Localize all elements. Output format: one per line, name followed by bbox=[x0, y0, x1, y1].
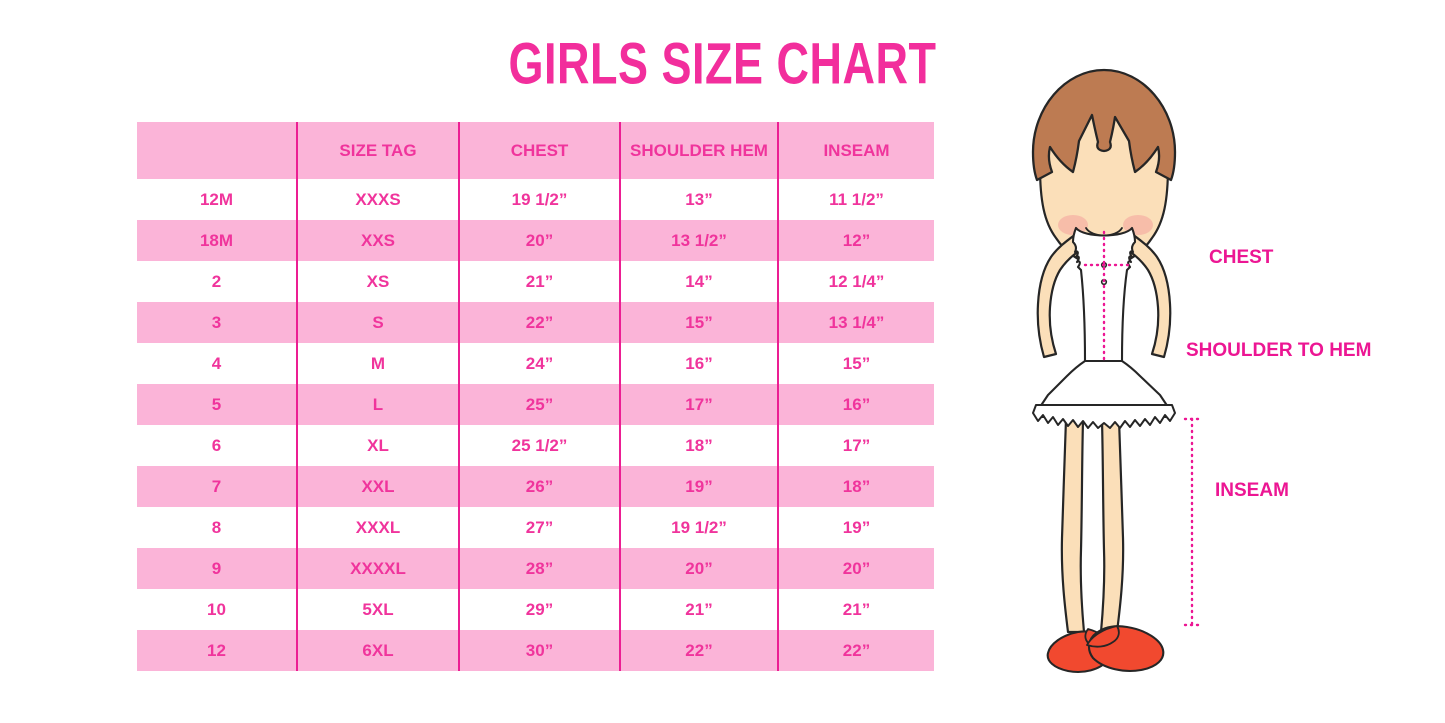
svg-text:INSEAM: INSEAM bbox=[1215, 480, 1289, 501]
svg-text:CHEST: CHEST bbox=[1209, 247, 1274, 268]
svg-text:SHOULDER TO HEM: SHOULDER TO HEM bbox=[1186, 340, 1371, 361]
